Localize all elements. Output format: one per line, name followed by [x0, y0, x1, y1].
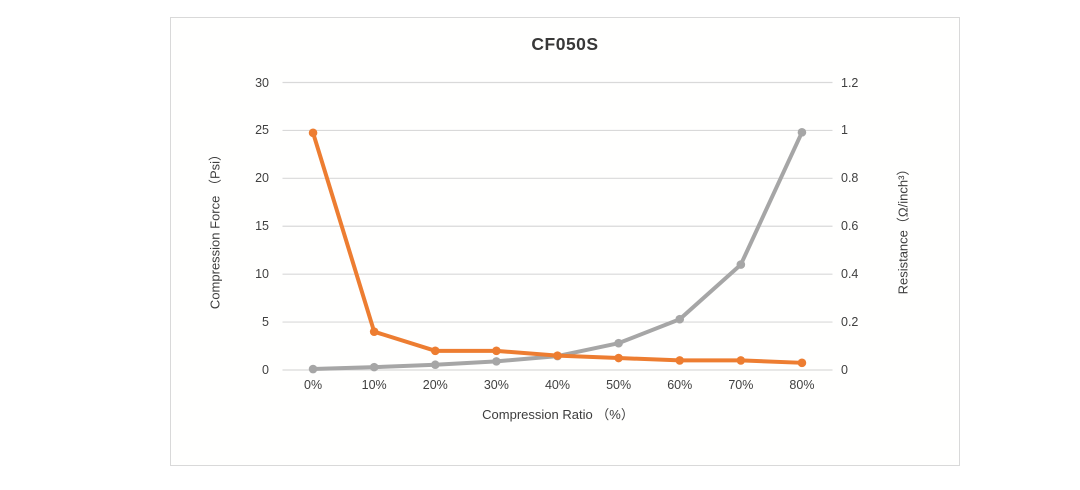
data-point-marker	[369, 327, 379, 336]
x-tick-label: 0%	[304, 378, 323, 392]
data-point-marker	[553, 351, 562, 360]
data-point-marker	[369, 362, 379, 372]
x-tick-label: 40%	[544, 378, 571, 392]
data-point-marker	[492, 357, 501, 366]
data-point-marker	[797, 358, 807, 368]
data-point-marker	[675, 356, 685, 365]
y-axis-title-right: Resistance（Ω/inch³）	[895, 162, 911, 295]
y-left-tick-label: 25	[255, 123, 269, 138]
data-point-marker	[430, 346, 440, 356]
y-left-tick-label: 20	[255, 171, 269, 186]
y-right-tick-label: 0	[841, 363, 848, 377]
chart-box: CF050S Compression Force （Psi） Resistanc…	[170, 17, 960, 466]
x-tick-label: 10%	[361, 378, 387, 392]
y-left-tick-label: 5	[262, 315, 269, 330]
data-point-marker	[675, 314, 685, 324]
x-tick-label: 70%	[728, 378, 754, 392]
y-left-tick-label: 15	[255, 219, 269, 234]
chart-canvas	[282, 81, 833, 374]
y-left-tick-label: 30	[255, 75, 269, 90]
y-right-tick-label: 0.2	[841, 315, 859, 330]
series-line-1	[311, 130, 804, 365]
y-left-tick-label: 0	[262, 363, 269, 377]
x-axis-title: Compression Ratio （%）	[482, 407, 634, 422]
y-right-tick-label: 0.8	[841, 171, 859, 186]
data-point-marker	[492, 346, 501, 356]
data-point-marker	[614, 353, 623, 363]
data-point-marker	[430, 360, 440, 370]
x-tick-label: 30%	[483, 378, 509, 392]
x-tick-label: 80%	[789, 378, 815, 392]
y-right-tick-label: 1	[841, 123, 848, 138]
y-right-tick-label: 0.6	[841, 219, 859, 234]
y-left-tick-label: 10	[255, 267, 269, 282]
x-tick-label: 60%	[667, 378, 693, 392]
data-point-marker	[736, 260, 746, 269]
y-right-tick-label: 1.2	[841, 75, 859, 90]
data-point-marker	[797, 128, 807, 137]
y-axis-title-left: Compression Force （Psi）	[207, 147, 223, 310]
y-right-tick-label: 0.4	[841, 267, 859, 282]
x-tick-label: 50%	[606, 378, 632, 392]
data-point-marker	[736, 356, 746, 365]
data-point-marker	[614, 338, 623, 348]
x-tick-label: 20%	[422, 378, 448, 392]
data-point-marker	[308, 128, 318, 138]
data-point-marker	[308, 364, 318, 374]
chart-title: CF050S	[531, 34, 599, 54]
